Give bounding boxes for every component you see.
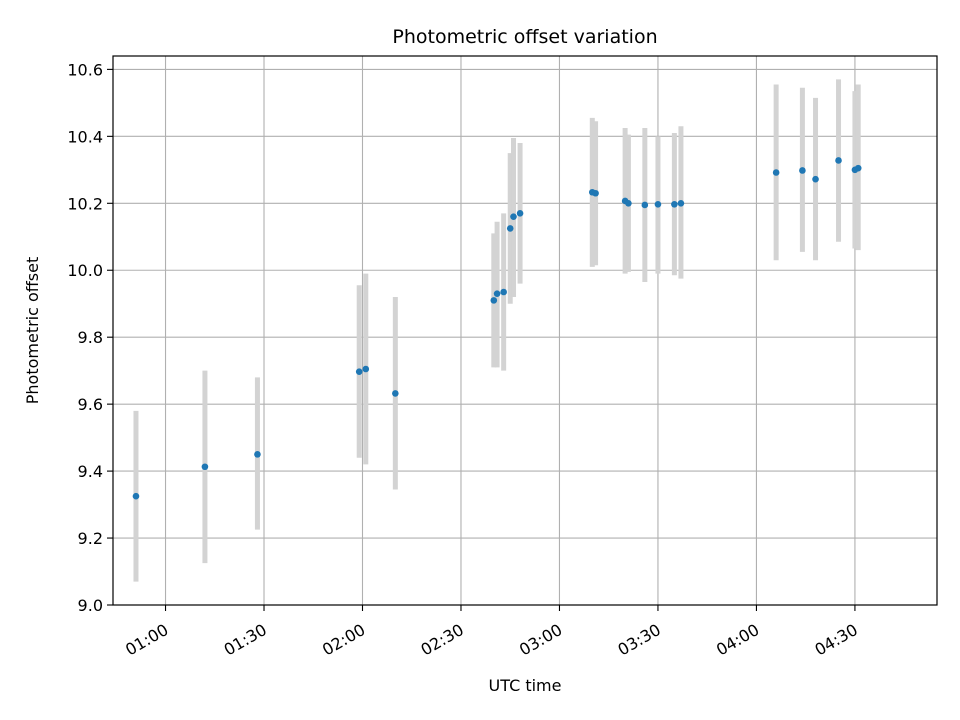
data-point [854, 164, 862, 172]
data-point [355, 368, 363, 375]
y-tick-label: 10.6 [67, 60, 103, 79]
y-tick-label: 9.0 [78, 596, 103, 615]
data-point [392, 390, 399, 397]
y-axis-label: Photometric offset [23, 257, 42, 405]
y-tick-label: 9.2 [78, 529, 103, 548]
y-tick-label: 10.2 [67, 194, 103, 213]
data-point [201, 463, 209, 471]
data-point [500, 288, 507, 296]
plot-frame [112, 55, 938, 606]
data-point [493, 290, 501, 297]
data-point [254, 451, 261, 458]
data-point [671, 200, 678, 208]
data-point [516, 210, 524, 217]
data-points [132, 157, 862, 500]
data-point [592, 189, 599, 197]
data-point [510, 213, 517, 220]
y-tick-label: 9.8 [78, 328, 103, 347]
chart-title: Photometric offset variation [392, 26, 657, 48]
y-tick-label: 10.0 [67, 261, 103, 280]
data-point [799, 167, 806, 174]
data-point [625, 199, 632, 207]
data-point [677, 199, 685, 207]
y-tick-label: 9.6 [78, 395, 103, 414]
data-point [362, 365, 370, 373]
y-tick-label: 10.4 [67, 127, 103, 146]
data-point [641, 201, 649, 209]
data-point [654, 200, 662, 208]
y-axis: 9.0 9.2 9.4 9.6 9.8 10.0 10.2 10.4 10.6 [67, 60, 113, 615]
data-point [835, 157, 842, 164]
data-point [772, 169, 780, 176]
x-axis-label: UTC time [489, 676, 562, 695]
data-point [132, 492, 140, 500]
data-point [490, 297, 498, 304]
y-tick-label: 9.4 [78, 462, 103, 481]
data-point [812, 175, 819, 183]
data-point [506, 225, 514, 232]
